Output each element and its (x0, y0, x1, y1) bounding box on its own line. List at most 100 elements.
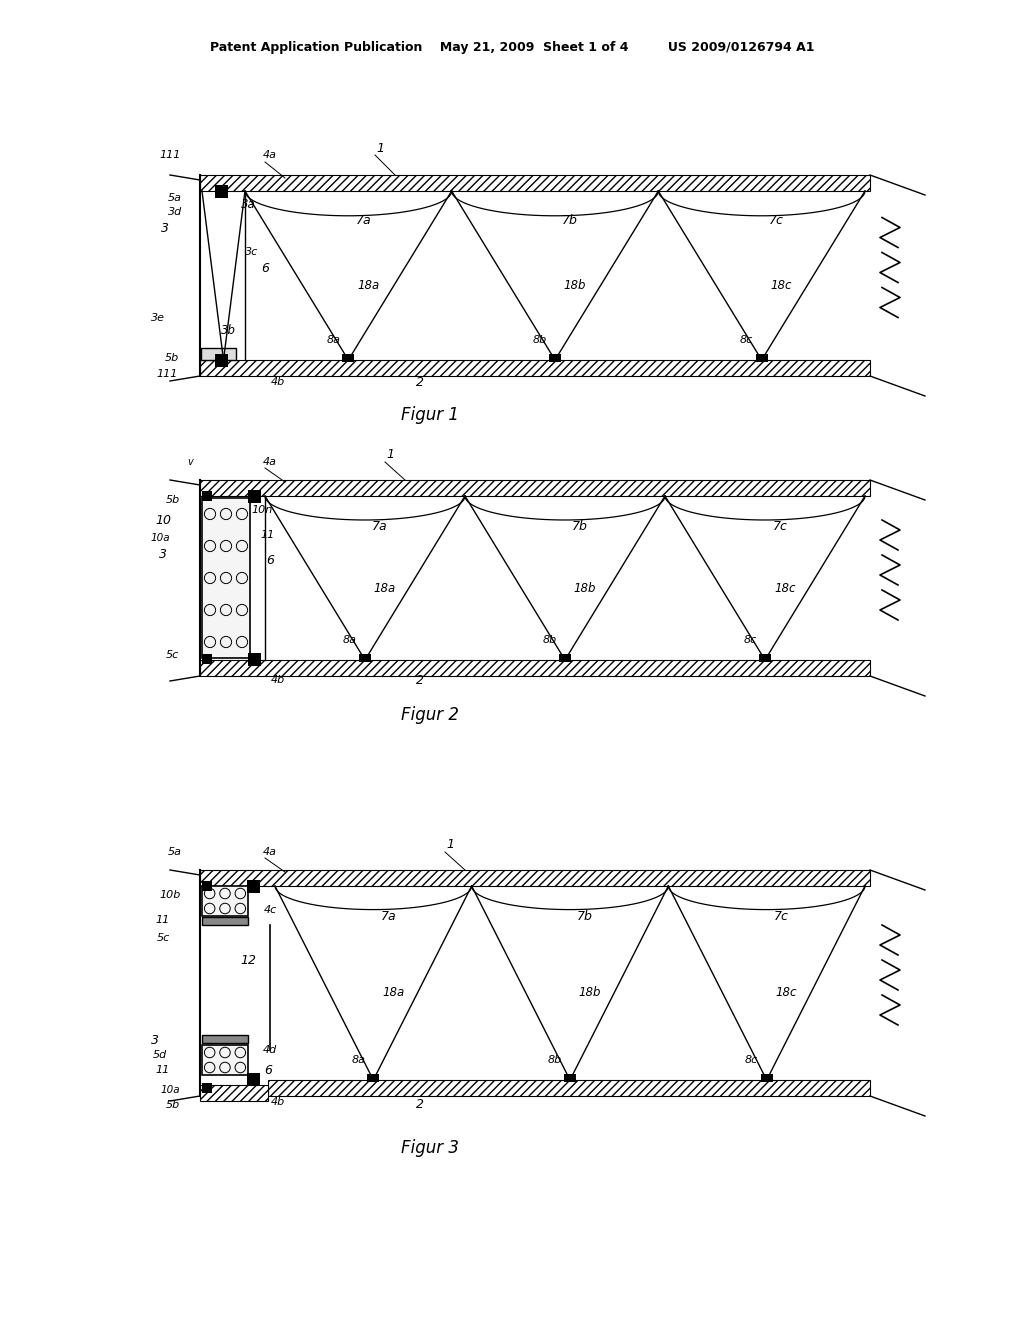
Bar (215, 354, 228, 367)
Text: 4a: 4a (263, 847, 278, 857)
Text: 5b: 5b (165, 352, 179, 363)
Bar (200, 360, 870, 376)
Text: 3d: 3d (168, 207, 182, 216)
Bar (549, 354, 561, 362)
Text: 4c: 4c (263, 906, 276, 915)
Bar (202, 653, 212, 664)
Text: 10a: 10a (151, 533, 170, 543)
Text: Figur 1: Figur 1 (401, 407, 459, 424)
Text: 10n: 10n (251, 506, 272, 515)
Text: 18a: 18a (357, 279, 380, 292)
Text: 8a: 8a (351, 1055, 366, 1065)
Bar (202, 917, 248, 925)
Bar (248, 653, 261, 667)
Text: 4b: 4b (271, 1097, 285, 1107)
Text: 111: 111 (157, 370, 178, 379)
Text: 2: 2 (416, 375, 424, 388)
Text: 18c: 18c (774, 582, 796, 594)
Text: 6: 6 (264, 1064, 272, 1077)
Text: 10b: 10b (160, 890, 180, 900)
Bar (202, 1082, 212, 1093)
Bar (200, 870, 870, 886)
Text: 18a: 18a (374, 582, 396, 594)
Bar (247, 1073, 260, 1086)
Text: 4b: 4b (271, 675, 285, 685)
Text: 12: 12 (240, 953, 256, 966)
Text: 3a: 3a (241, 198, 255, 211)
Bar (268, 1080, 870, 1096)
Bar (342, 354, 354, 362)
Bar (202, 1035, 248, 1043)
Text: 7b: 7b (578, 909, 593, 923)
Text: 4a: 4a (263, 150, 278, 160)
Text: 8c: 8c (745, 1055, 759, 1065)
Bar (248, 490, 261, 503)
Text: 7a: 7a (381, 909, 396, 923)
Text: 8c: 8c (743, 635, 757, 645)
Text: 3b: 3b (220, 323, 236, 337)
Text: 8b: 8b (532, 335, 547, 345)
Text: 1: 1 (446, 838, 454, 851)
Text: 3: 3 (159, 549, 167, 561)
Text: 5a: 5a (168, 193, 182, 203)
Bar (202, 498, 250, 657)
Bar (202, 491, 212, 502)
Bar (564, 1074, 575, 1082)
Text: 4b: 4b (271, 378, 285, 387)
Text: 3e: 3e (151, 313, 165, 323)
Text: 18b: 18b (579, 986, 601, 999)
Text: 3: 3 (161, 222, 169, 235)
Text: 18c: 18c (771, 279, 793, 292)
Bar (761, 1074, 773, 1082)
Text: 4d: 4d (263, 1045, 278, 1055)
Text: 8b: 8b (543, 635, 557, 645)
Text: 3c: 3c (246, 247, 259, 257)
Bar (201, 348, 236, 360)
Text: 6: 6 (261, 261, 269, 275)
Bar (202, 880, 212, 891)
Bar (200, 176, 870, 191)
Text: v: v (187, 457, 193, 467)
Text: 8a: 8a (327, 335, 340, 345)
Text: 7c: 7c (772, 520, 787, 532)
Text: 18a: 18a (382, 986, 404, 999)
Text: 18c: 18c (776, 986, 798, 999)
Bar (202, 886, 248, 916)
Text: 1: 1 (386, 449, 394, 462)
Text: 8c: 8c (740, 335, 754, 345)
Text: 7b: 7b (562, 214, 578, 227)
Text: 11: 11 (156, 1065, 170, 1074)
Text: 2: 2 (416, 1098, 424, 1111)
Text: 5c: 5c (157, 933, 170, 942)
Bar (559, 653, 571, 663)
Bar (359, 653, 371, 663)
Text: 11: 11 (156, 915, 170, 925)
Bar (759, 653, 771, 663)
Text: 6: 6 (266, 553, 274, 566)
Bar (202, 1045, 248, 1074)
Text: 7b: 7b (572, 520, 588, 532)
Text: 111: 111 (160, 150, 180, 160)
Text: 7c: 7c (774, 909, 790, 923)
Text: 18b: 18b (564, 279, 587, 292)
Text: 3: 3 (151, 1034, 159, 1047)
Text: 1: 1 (376, 141, 384, 154)
Text: 4a: 4a (263, 457, 278, 467)
Text: 5b: 5b (166, 495, 180, 506)
Bar (200, 1085, 268, 1101)
Text: 7a: 7a (355, 214, 371, 227)
Text: Figur 3: Figur 3 (401, 1139, 459, 1158)
Text: 7c: 7c (769, 214, 784, 227)
Text: Figur 2: Figur 2 (401, 706, 459, 723)
Text: 10a: 10a (160, 1085, 180, 1096)
Text: 5d: 5d (153, 1049, 167, 1060)
Text: 8b: 8b (548, 1055, 562, 1065)
Bar (200, 660, 870, 676)
Text: 5b: 5b (166, 1100, 180, 1110)
Bar (368, 1074, 379, 1082)
Text: Patent Application Publication    May 21, 2009  Sheet 1 of 4         US 2009/012: Patent Application Publication May 21, 2… (210, 41, 814, 54)
Bar (215, 185, 228, 198)
Text: 5a: 5a (168, 847, 182, 857)
Text: 7a: 7a (372, 520, 388, 532)
Text: 18b: 18b (573, 582, 596, 594)
